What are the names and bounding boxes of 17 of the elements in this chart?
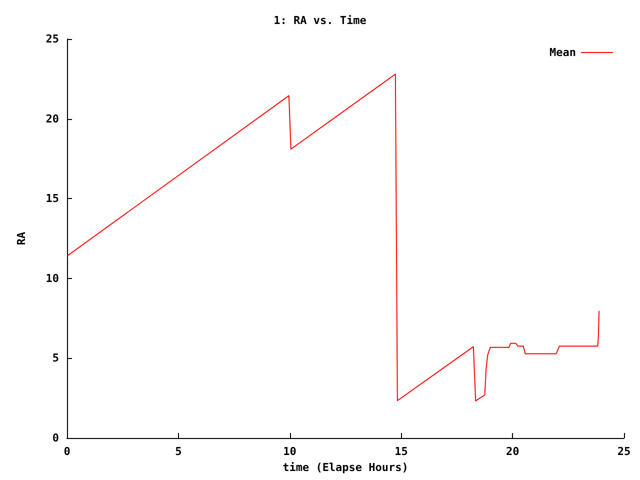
y-axis-title: RA <box>15 232 28 246</box>
y-tick-label: 15 <box>46 192 59 206</box>
y-tick-label: 20 <box>46 112 59 126</box>
y-tick-label: 25 <box>46 32 59 46</box>
y-tick-label: 10 <box>46 272 59 285</box>
x-tick-label: 10 <box>283 445 296 458</box>
x-tick-label: 25 <box>617 445 631 458</box>
legend-label: Mean <box>550 46 576 59</box>
line-series <box>66 74 600 402</box>
x-tick-label: 15 <box>394 445 408 458</box>
x-tick-label: 0 <box>64 445 70 458</box>
chart-title: 1: RA vs. Time <box>274 14 367 27</box>
y-tick-label: 5 <box>52 352 59 365</box>
x-tick-label: 20 <box>506 445 520 458</box>
x-axis-title: time (Elapse Hours) <box>282 461 408 474</box>
y-tick-label: 0 <box>52 432 59 444</box>
x-tick-label: 5 <box>175 445 182 458</box>
